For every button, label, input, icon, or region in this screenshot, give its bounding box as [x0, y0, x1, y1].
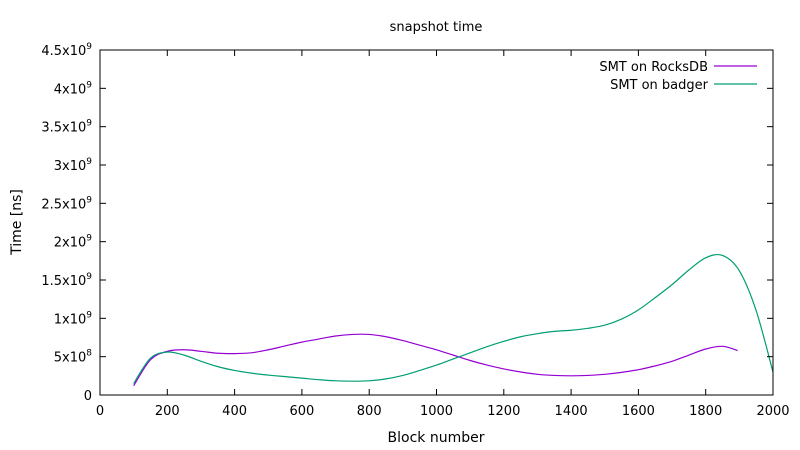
y-tick-label: 0	[84, 389, 92, 404]
x-tick-label: 1400	[555, 404, 588, 419]
y-tick-mantissa: 2.5x10	[41, 197, 86, 212]
x-axis: 0 200 400 600 800 1000 1200 1400 1600 1800 2000	[96, 50, 790, 419]
x-tick-label: 0	[96, 404, 104, 419]
y-tick-exponent: 9	[86, 42, 92, 52]
series-line-badger	[133, 253, 774, 384]
x-tick-label: 600	[289, 404, 314, 419]
x-tick-label: 200	[155, 404, 180, 419]
y-tick-mantissa: 5x10	[54, 351, 87, 366]
y-tick-exponent: 9	[86, 195, 92, 205]
y-tick-mantissa: 0	[84, 389, 92, 404]
y-tick-exponent: 8	[86, 349, 92, 359]
y-tick-exponent: 9	[86, 310, 92, 320]
chart-title: snapshot time	[390, 20, 483, 35]
y-tick-label: 4x109	[54, 80, 93, 97]
y-tick-mantissa: 4x10	[54, 82, 87, 97]
y-tick-exponent: 9	[86, 119, 92, 129]
y-axis-label: Time [ns]	[9, 189, 25, 256]
legend-label: SMT on RocksDB	[599, 60, 708, 75]
y-tick-mantissa: 3x10	[54, 159, 87, 174]
y-tick-exponent: 9	[86, 234, 92, 244]
y-tick-exponent: 9	[86, 272, 92, 282]
y-tick-label: 2x109	[54, 234, 93, 251]
y-tick-mantissa: 4.5x10	[41, 44, 86, 59]
x-tick-label: 1000	[420, 404, 453, 419]
y-tick-exponent: 9	[86, 157, 92, 167]
legend: SMT on RocksDB SMT on badger	[599, 60, 757, 93]
plot-frame	[99, 49, 774, 396]
y-tick-label: 4.5x109	[41, 42, 92, 59]
y-tick-label: 3.5x109	[41, 119, 92, 136]
y-tick-label: 1x109	[54, 310, 93, 327]
x-tick-label: 1200	[487, 404, 520, 419]
legend-label: SMT on badger	[610, 78, 709, 93]
series-layer	[133, 253, 774, 387]
x-tick-label: 800	[357, 404, 382, 419]
y-tick-label: 5x108	[54, 349, 93, 366]
x-axis-label: Block number	[388, 430, 485, 446]
x-tick-label: 400	[222, 404, 247, 419]
x-tick-label: 1600	[622, 404, 655, 419]
y-tick-label: 3x109	[54, 157, 93, 174]
y-tick-mantissa: 1.5x10	[41, 274, 86, 289]
series-line-rocksdb	[133, 333, 738, 387]
y-tick-mantissa: 1x10	[54, 312, 87, 327]
x-tick-label: 2000	[756, 404, 789, 419]
y-axis: 05x1081x1091.5x1092x1092.5x1093x1093.5x1…	[41, 42, 773, 404]
y-tick-exponent: 9	[86, 80, 92, 90]
x-tick-label: 1800	[689, 404, 722, 419]
y-tick-mantissa: 3.5x10	[41, 121, 86, 136]
y-tick-label: 2.5x109	[41, 195, 92, 212]
y-tick-label: 1.5x109	[41, 272, 92, 289]
y-tick-mantissa: 2x10	[54, 236, 87, 251]
